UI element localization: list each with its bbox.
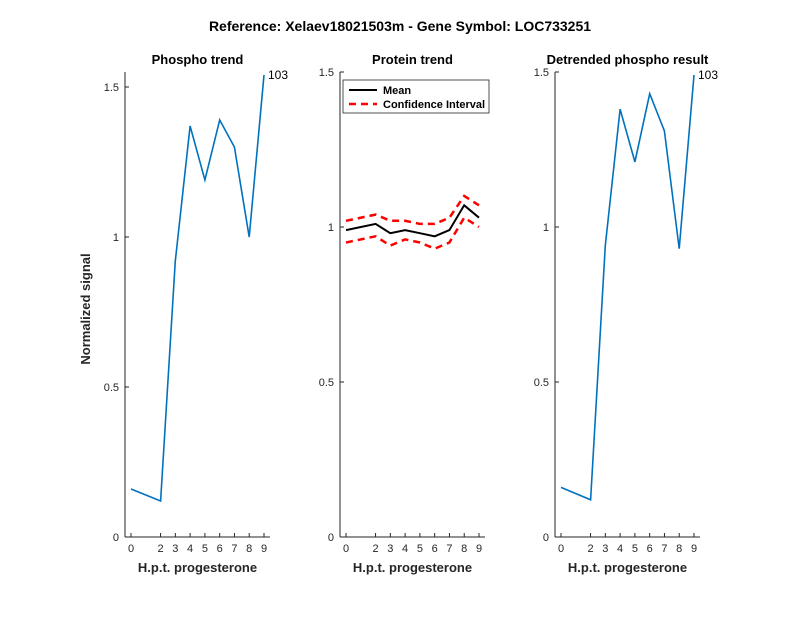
x-tick-label: 4 (617, 543, 623, 555)
point-annotation: 103 (268, 68, 288, 82)
x-axis-label: H.p.t. progesterone (568, 560, 687, 575)
y-tick-label: 1.5 (319, 67, 334, 79)
ci-upper-line (345, 194, 480, 226)
legend-box (342, 79, 490, 114)
x-tick-label: 3 (172, 543, 178, 555)
x-tick-label: 9 (476, 543, 482, 555)
x-tick-label: 5 (417, 543, 423, 555)
x-tick-label: 6 (432, 543, 438, 555)
y-tick-label: 0.5 (319, 377, 334, 389)
legend-label-ci: Confidence Interval (383, 99, 485, 111)
y-tick-label: 1 (543, 222, 549, 234)
x-tick-label: 6 (647, 543, 653, 555)
x-tick-label: 9 (261, 543, 267, 555)
y-axis-label: Normalized signal (78, 253, 93, 364)
mean-line (345, 203, 480, 238)
panel-phospho-trend: Phospho trend 0 0.5 1 1.5 0 2 3 4 5 6 7 8 9 H.p.t. pro… (104, 52, 289, 575)
x-tick-label: 3 (387, 543, 393, 555)
x-axis-label: H.p.t. progesterone (353, 560, 472, 575)
x-tick-label: 0 (343, 543, 349, 555)
x-tick-label: 3 (602, 543, 608, 555)
x-tick-label: 7 (661, 543, 667, 555)
point-annotation: 103 (698, 68, 718, 82)
series-line (130, 74, 265, 503)
x-tick-label: 4 (187, 543, 193, 555)
x-tick-label: 5 (632, 543, 638, 555)
x-tick-label: 2 (372, 543, 378, 555)
x-tick-label: 0 (128, 543, 134, 555)
panel-detrended-phospho: Detrended phospho result 0 0.5 1 1.5 0 2 3 4 5 6 7 8… (534, 52, 719, 575)
x-tick-label: 7 (231, 543, 237, 555)
y-tick-label: 0 (328, 532, 334, 544)
x-tick-label: 6 (217, 543, 223, 555)
figure-suptitle: Reference: Xelaev18021503m - Gene Symbol… (209, 18, 591, 34)
y-tick-label: 1 (113, 232, 119, 244)
y-tick-label: 0.5 (104, 382, 119, 394)
y-tick-label: 1.5 (104, 82, 119, 94)
x-tick-label: 2 (587, 543, 593, 555)
x-tick-label: 8 (246, 543, 252, 555)
x-tick-label: 9 (691, 543, 697, 555)
panel-title: Phospho trend (152, 52, 244, 67)
x-tick-label: 8 (676, 543, 682, 555)
y-tick-label: 1 (328, 222, 334, 234)
x-tick-label: 8 (461, 543, 467, 555)
legend-label-mean: Mean (383, 85, 411, 97)
x-tick-label: 4 (402, 543, 408, 555)
x-axis-label: H.p.t. progesterone (138, 560, 257, 575)
y-tick-label: 0 (543, 532, 549, 544)
series-line (560, 75, 695, 501)
y-tick-label: 0.5 (534, 377, 549, 389)
x-tick-label: 7 (446, 543, 452, 555)
x-tick-label: 2 (157, 543, 163, 555)
panel-title: Protein trend (372, 52, 453, 67)
ci-lower-line (345, 215, 480, 251)
x-tick-label: 0 (558, 543, 564, 555)
y-tick-label: 0 (113, 532, 119, 544)
panel-title: Detrended phospho result (547, 52, 709, 67)
y-tick-label: 1.5 (534, 67, 549, 79)
x-tick-label: 5 (202, 543, 208, 555)
panel-protein-trend: Protein trend 0 0.5 1 1.5 0 2 3 4 5 6 7 8 9 H.p.t. pro… (319, 52, 490, 575)
